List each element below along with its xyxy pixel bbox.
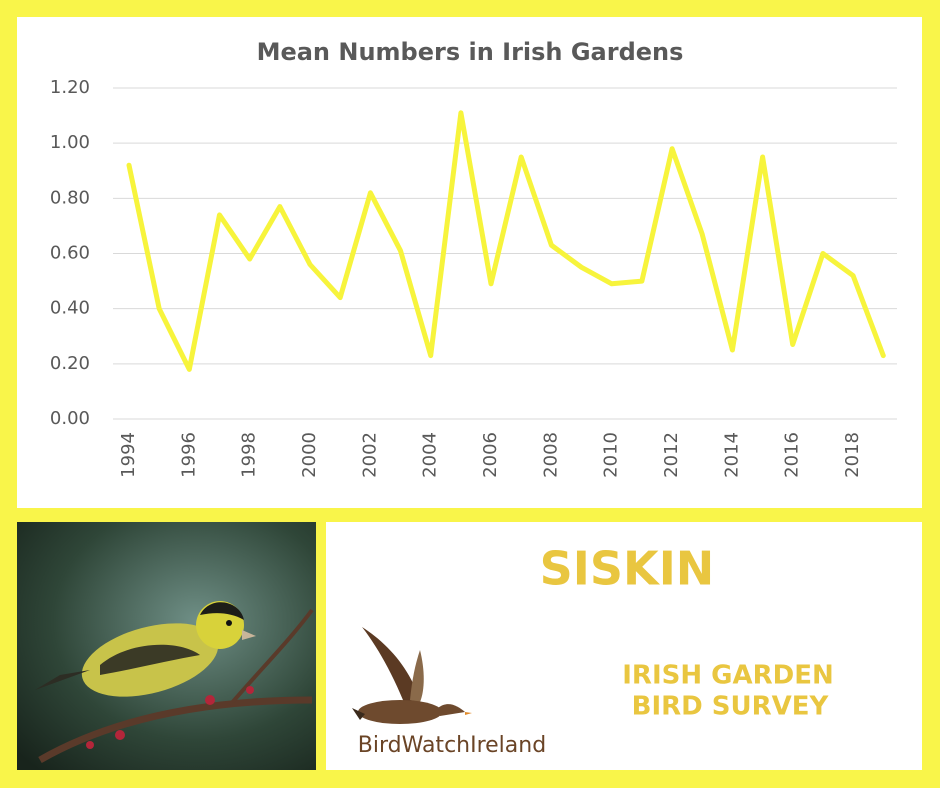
y-tick-label: 0.20	[50, 353, 90, 374]
y-tick-label: 0.80	[50, 187, 90, 208]
info-panel	[326, 522, 922, 770]
logo-text: BirdWatchIreland	[358, 733, 546, 758]
species-name: SISKIN	[540, 542, 715, 596]
y-tick-label: 0.00	[50, 408, 90, 429]
y-tick-label: 0.60	[50, 243, 90, 264]
x-tick-label: 1998	[239, 432, 260, 478]
y-tick-label: 1.20	[50, 77, 90, 98]
logo-goose	[352, 627, 472, 724]
x-tick-label: 1996	[178, 432, 199, 478]
survey-line: IRISH GARDEN	[622, 661, 834, 691]
x-tick-label: 2010	[601, 432, 622, 478]
y-tick-label: 0.40	[50, 298, 90, 319]
chart-title: Mean Numbers in Irish Gardens	[257, 38, 684, 66]
x-tick-label: 2012	[661, 432, 682, 478]
chart-panel	[17, 17, 922, 508]
x-tick-label: 2018	[842, 432, 863, 478]
plot: 0.00 0.20 0.40 0.60 0.80 1.00 1.20 1994 1996 1998…	[50, 77, 897, 478]
photo	[17, 522, 316, 770]
x-tick-label: 2008	[540, 432, 561, 478]
x-tick-label: 2016	[782, 432, 803, 478]
x-tick-label: 2014	[721, 432, 742, 478]
x-tick-label: 1994	[118, 432, 139, 478]
survey-line: BIRD SURVEY	[632, 692, 830, 722]
y-tick-label: 1.00	[50, 132, 90, 153]
x-tick-label: 2002	[359, 432, 380, 478]
x-tick-label: 2004	[420, 432, 441, 478]
data-line	[126, 110, 886, 372]
x-tick-label: 2006	[480, 432, 501, 478]
x-tick-label: 2000	[299, 432, 320, 478]
